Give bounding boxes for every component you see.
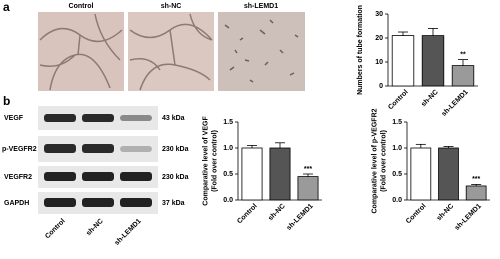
tube (39, 13, 123, 91)
bar (465, 185, 487, 201)
size-label: 43 kDa (162, 115, 185, 122)
micrograph (38, 12, 124, 91)
bar (438, 147, 459, 201)
bar (410, 147, 432, 201)
size-label: 230 kDa (162, 174, 189, 181)
y-tick-label: 1.5 (223, 119, 233, 126)
cells (224, 19, 299, 83)
tube (129, 13, 213, 91)
image-label: sh-LEMD1 (244, 3, 278, 10)
band (82, 172, 114, 181)
panel-label: b (3, 94, 10, 108)
y-tick-label: 0.5 (392, 171, 402, 178)
bar (269, 147, 291, 201)
band (82, 198, 114, 207)
y-tick-label: 1.5 (392, 119, 402, 126)
protein-label: VEGF (4, 115, 24, 122)
micrograph (128, 12, 214, 91)
blots (38, 106, 158, 214)
image-label: Control (69, 3, 94, 10)
panel-label: a (3, 0, 10, 14)
band (120, 115, 152, 121)
micrographs (38, 12, 305, 91)
bar (451, 65, 475, 87)
y-axis-label: (Fold over control) (211, 130, 218, 192)
y-tick-label: 0.0 (392, 197, 402, 204)
bar (391, 35, 415, 87)
significance: *** (304, 166, 312, 173)
size-label: 230 kDa (162, 146, 189, 153)
y-tick-label: 0.5 (223, 171, 233, 178)
y-tick-label: 0.0 (223, 197, 233, 204)
band (82, 144, 114, 153)
bar (421, 35, 445, 87)
band (44, 114, 76, 122)
band (44, 172, 76, 181)
protein-label: VEGFR2 (4, 174, 32, 181)
band (44, 144, 76, 153)
y-tick-label: 20 (375, 35, 383, 42)
significance: ** (460, 51, 466, 58)
protein-label: GAPDH (4, 200, 29, 207)
band (120, 146, 152, 152)
micrograph (218, 12, 305, 91)
y-tick-label: 10 (375, 59, 383, 66)
y-tick-label: 1.0 (392, 145, 402, 152)
bar (297, 176, 319, 201)
y-tick-label: 30 (375, 11, 383, 18)
bar (241, 147, 263, 201)
band (120, 172, 152, 181)
protein-label: p-VEGFR2 (2, 146, 37, 153)
band (44, 198, 76, 207)
image-label: sh-NC (161, 3, 182, 10)
significance: *** (472, 176, 480, 183)
band (120, 198, 152, 207)
size-label: 37 kDa (162, 200, 185, 207)
y-axis-label: Comparative level of VEGF (202, 116, 209, 206)
band (82, 114, 114, 122)
y-axis-label: (Fold over control) (380, 130, 387, 192)
y-tick-label: 0 (379, 83, 383, 90)
y-tick-label: 1.0 (223, 145, 233, 152)
y-axis-label: Numbers of tube formation (357, 5, 364, 95)
y-axis-label: Comparative level of p-VEGFR2 (371, 108, 378, 213)
